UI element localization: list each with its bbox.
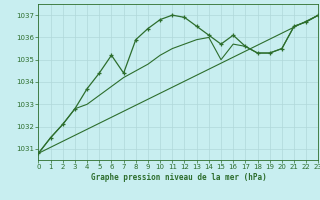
X-axis label: Graphe pression niveau de la mer (hPa): Graphe pression niveau de la mer (hPa) [91, 173, 266, 182]
